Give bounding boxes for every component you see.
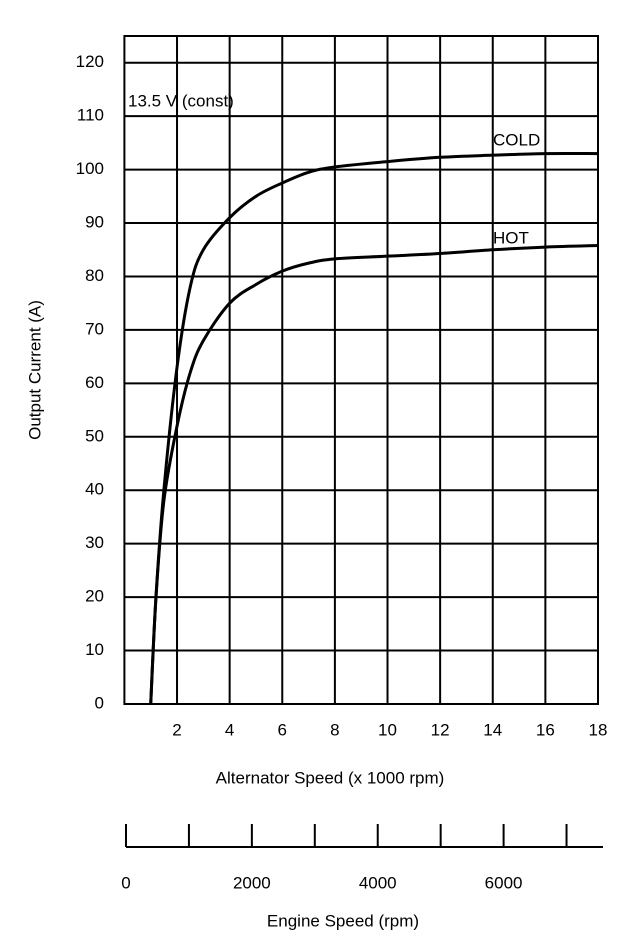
y-tick-label: 80 [85, 266, 104, 285]
y-tick-label: 30 [85, 533, 104, 552]
line-series [149, 151, 599, 705]
secondary-x-axis-label: Engine Speed (rpm) [267, 911, 419, 930]
x-tick-label: 8 [330, 720, 339, 739]
x-tick-label: 6 [278, 720, 287, 739]
y-tick-label: 60 [85, 373, 104, 392]
x-axis-label: Alternator Speed (x 1000 rpm) [216, 768, 445, 787]
series-label: COLD [493, 130, 540, 149]
y-axis-label: Output Current (A) [25, 300, 44, 440]
line-series [149, 243, 599, 705]
series-label: HOT [493, 228, 529, 247]
y-tick-label: 20 [85, 587, 104, 606]
annotation: 13.5 V (const) [128, 91, 234, 110]
x-tick-label: 12 [431, 720, 450, 739]
secondary-x-tick-label: 6000 [485, 873, 523, 892]
x-tick-label: 14 [483, 720, 502, 739]
y-tick-label: 50 [85, 426, 104, 445]
x-tick-label: 2 [172, 720, 181, 739]
y-tick-label: 10 [85, 640, 104, 659]
secondary-x-tick-label: 4000 [359, 873, 397, 892]
y-tick-label: 90 [85, 213, 104, 232]
secondary-x-tick-label: 2000 [233, 873, 271, 892]
x-tick-label: 18 [589, 720, 608, 739]
y-tick-label: 70 [85, 319, 104, 338]
y-tick-label: 120 [76, 52, 104, 71]
x-tick-label: 4 [225, 720, 234, 739]
y-tick-label: 100 [76, 159, 104, 178]
plot-frame [123, 35, 600, 705]
secondary-x-tick-label: 0 [121, 873, 130, 892]
y-tick-label: 0 [95, 693, 104, 712]
y-tick-label: 40 [85, 480, 104, 499]
x-tick-label: 16 [536, 720, 555, 739]
x-tick-label: 10 [378, 720, 397, 739]
y-tick-label: 110 [77, 106, 104, 125]
